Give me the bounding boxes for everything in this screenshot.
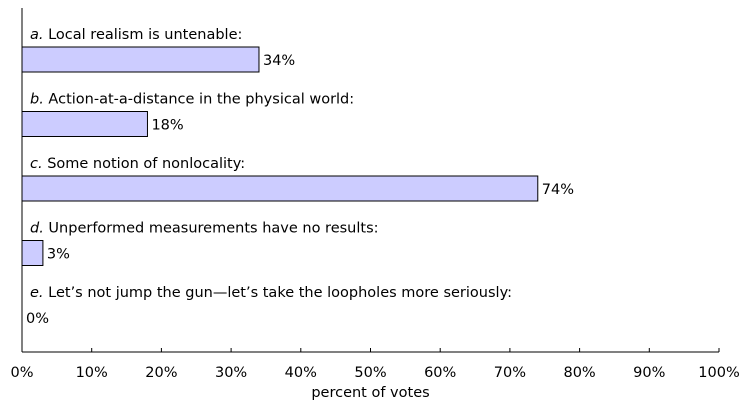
category-text: Action-at-a-distance in the physical wor… xyxy=(44,92,354,108)
x-tick-label: 70% xyxy=(494,365,526,381)
category-letter: c. xyxy=(30,156,43,172)
category-label: a. Local realism is untenable: xyxy=(30,27,242,43)
x-tick-label: 100% xyxy=(698,365,739,381)
bar-value-label: 34% xyxy=(263,53,295,69)
bar xyxy=(21,111,148,137)
category-label: d. Unperformed measurements have no resu… xyxy=(30,221,379,237)
x-tick-label: 10% xyxy=(76,365,108,381)
bar-value-label: 18% xyxy=(151,118,183,134)
x-tick-label: 90% xyxy=(633,365,665,381)
category-letter: a. xyxy=(30,27,44,43)
category-text: Let’s not jump the gun—let’s take the lo… xyxy=(44,285,512,301)
category-text: Some notion of nonlocality: xyxy=(43,156,246,172)
bars-layer: a. Local realism is untenable: 34% b. Acti… xyxy=(21,27,574,327)
category-letter: e. xyxy=(30,285,44,301)
x-tick-label: 30% xyxy=(215,365,247,381)
bar xyxy=(21,46,260,73)
x-axis-title: percent of votes xyxy=(311,385,429,401)
bar xyxy=(21,175,539,202)
x-tick-label: 20% xyxy=(145,365,177,381)
category-label: b. Action-at-a-distance in the physical … xyxy=(30,92,354,108)
category-text: Unperformed measurements have no results… xyxy=(44,221,379,237)
category-letter: d. xyxy=(30,221,44,237)
x-tick-label: 80% xyxy=(563,365,595,381)
bar-value-label: 3% xyxy=(47,247,70,263)
x-axis: 0% 10% 20% 30% 40% 50% 60% 70% 80% 90% 100% xyxy=(10,8,740,381)
x-tick-label: 40% xyxy=(285,365,317,381)
bar-value-label: 74% xyxy=(542,182,574,198)
category-label: c. Some notion of nonlocality: xyxy=(30,156,245,172)
x-tick-label: 50% xyxy=(354,365,386,381)
x-tick-label: 0% xyxy=(10,365,33,381)
bar xyxy=(21,240,44,266)
bar-value-label: 0% xyxy=(26,311,49,327)
category-letter: b. xyxy=(30,92,44,108)
category-text: Local realism is untenable: xyxy=(44,27,243,43)
category-label: e. Let’s not jump the gun—let’s take the… xyxy=(30,285,512,301)
x-tick-label: 60% xyxy=(424,365,456,381)
